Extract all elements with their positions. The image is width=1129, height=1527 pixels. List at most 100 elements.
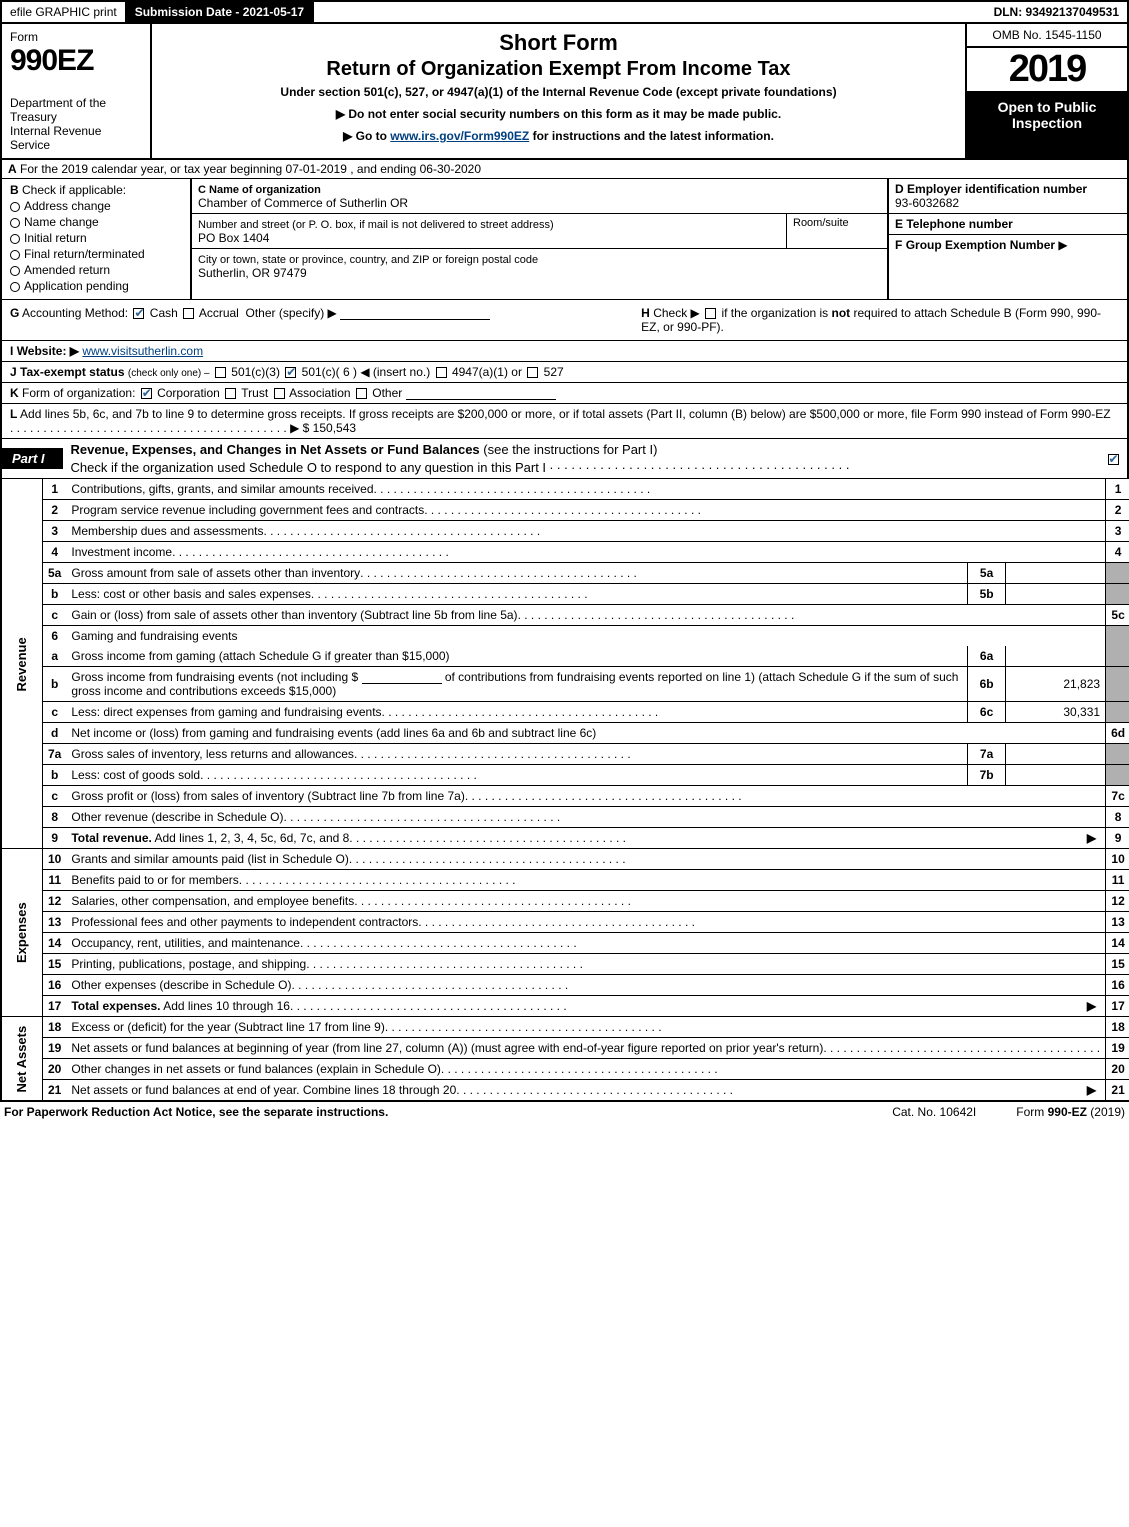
accounting-label: Accounting Method: [22,306,128,320]
form-number: 990EZ [10,44,142,78]
line-desc: Printing, publications, postage, and shi… [66,954,1105,975]
4947-checkbox[interactable] [436,367,447,378]
irs-link[interactable]: www.irs.gov/Form990EZ [390,129,529,143]
line-desc: Professional fees and other payments to … [66,912,1105,933]
efile-label[interactable]: efile GRAPHIC print [2,2,127,22]
table-row: 2 Program service revenue including gove… [1,500,1129,521]
line-box: 8 [1106,807,1129,828]
table-row: Revenue 1 Contributions, gifts, grants, … [1,479,1129,500]
other-org-checkbox[interactable] [356,388,367,399]
open-to-public: Open to Public Inspection [967,93,1127,158]
schedule-b-checkbox[interactable] [705,308,716,319]
b-opt-initial-label: Initial return [24,231,87,245]
table-row: c Less: direct expenses from gaming and … [1,702,1129,723]
cash-checkbox[interactable] [133,308,144,319]
label-d: D [895,182,904,196]
row-l-gross-receipts: L Add lines 5b, 6c, and 7b to line 9 to … [0,404,1129,439]
table-row: 21 Net assets or fund balances at end of… [1,1080,1129,1102]
line-num: 3 [43,521,67,542]
trust-label: Trust [241,386,268,400]
assoc-label: Association [289,386,350,400]
table-row: 7a Gross sales of inventory, less return… [1,744,1129,765]
line-desc: Membership dues and assessments [66,521,1105,542]
b-opt-amended[interactable]: Amended return [10,263,182,277]
other-specify-label: Other (specify) ▶ [246,306,337,320]
label-j: J [10,365,17,379]
part1-header: Part I Revenue, Expenses, and Changes in… [0,439,1129,479]
arrow-icon: ▶ $ [290,421,309,435]
label-l: L [10,407,17,421]
box-f: F Group Exemption Number ▶ [889,235,1127,299]
accrual-checkbox[interactable] [183,308,194,319]
table-row: c Gross profit or (loss) from sales of i… [1,786,1129,807]
sub-box: 5a [968,563,1006,584]
shaded-cell [1106,584,1129,605]
gross-receipts-text: Add lines 5b, 6c, and 7b to line 9 to de… [20,407,1111,421]
527-checkbox[interactable] [527,367,538,378]
b-opt-final[interactable]: Final return/terminated [10,247,182,261]
sub-amt [1006,563,1106,584]
b-opt-address[interactable]: Address change [10,199,182,213]
b-opt-pending[interactable]: Application pending [10,279,182,293]
table-row: 19 Net assets or fund balances at beginn… [1,1038,1129,1059]
other-org-input[interactable] [406,388,556,400]
ssn-warning: ▶ Do not enter social security numbers o… [162,107,955,121]
line-num: 12 [43,891,67,912]
shaded-cell [1106,626,1129,647]
h-text1: Check ▶ [653,306,703,320]
sub-box: 6b [968,667,1006,702]
gross-receipts-value: 150,543 [313,421,356,435]
row-g: G Accounting Method: Cash Accrual Other … [10,306,631,334]
line-desc: Less: direct expenses from gaming and fu… [66,702,967,723]
501c-checkbox[interactable] [285,367,296,378]
contrib-input[interactable] [362,672,442,684]
ein-value: 93-6032682 [895,196,959,210]
check-only-one: (check only one) – [128,368,210,379]
website-link[interactable]: www.visitsutherlin.com [82,344,203,358]
arrow-icon: ▶ [1083,831,1100,845]
assoc-checkbox[interactable] [274,388,285,399]
501c3-checkbox[interactable] [215,367,226,378]
table-row: b Less: cost of goods sold 7b [1,765,1129,786]
shaded-cell [1106,765,1129,786]
line-num: 18 [43,1017,67,1038]
schedule-o-checkbox[interactable] [1108,454,1119,465]
arrow-icon: ▶ [1083,1083,1100,1097]
line-num: 10 [43,849,67,870]
cat-no: Cat. No. 10642I [852,1105,1016,1119]
dept-line-2: Internal Revenue Service [10,124,142,152]
box-d: D Employer identification number 93-6032… [889,179,1127,214]
line-num: 19 [43,1038,67,1059]
table-row: 5a Gross amount from sale of assets othe… [1,563,1129,584]
section-subtitle: Under section 501(c), 527, or 4947(a)(1)… [162,85,955,99]
street-cell: Number and street (or P. O. box, if mail… [192,214,787,248]
line-num: 15 [43,954,67,975]
b-opt-name[interactable]: Name change [10,215,182,229]
table-row: Expenses 10 Grants and similar amounts p… [1,849,1129,870]
page-footer: For Paperwork Reduction Act Notice, see … [0,1102,1129,1122]
line-box: 7c [1106,786,1129,807]
table-row: 3 Membership dues and assessments 3 9,00… [1,521,1129,542]
form-id-block: Form 990EZ Department of the Treasury In… [2,24,152,158]
submission-date-button[interactable]: Submission Date - 2021-05-17 [127,2,314,22]
h-not: not [832,306,851,320]
line-box: 1 [1106,479,1129,500]
table-row: a Gross income from gaming (attach Sched… [1,646,1129,667]
trust-checkbox[interactable] [225,388,236,399]
sub-box: 7a [968,744,1006,765]
b-opt-initial[interactable]: Initial return [10,231,182,245]
other-specify-input[interactable] [340,308,490,320]
table-row: 8 Other revenue (describe in Schedule O)… [1,807,1129,828]
part1-check-cell [1099,452,1127,466]
row-j-tax-exempt: J Tax-exempt status (check only one) – 5… [0,362,1129,383]
row-a-tax-year: A For the 2019 calendar year, or tax yea… [0,160,1129,179]
label-c: C [198,184,206,196]
line-desc: Program service revenue including govern… [66,500,1105,521]
line-box: 13 [1106,912,1129,933]
b-heading: Check if applicable: [22,183,126,197]
line-box: 4 [1106,542,1129,563]
line-num: 8 [43,807,67,828]
line-desc: Other changes in net assets or fund bala… [66,1059,1105,1080]
city-value: Sutherlin, OR 97479 [198,266,307,280]
corp-checkbox[interactable] [141,388,152,399]
